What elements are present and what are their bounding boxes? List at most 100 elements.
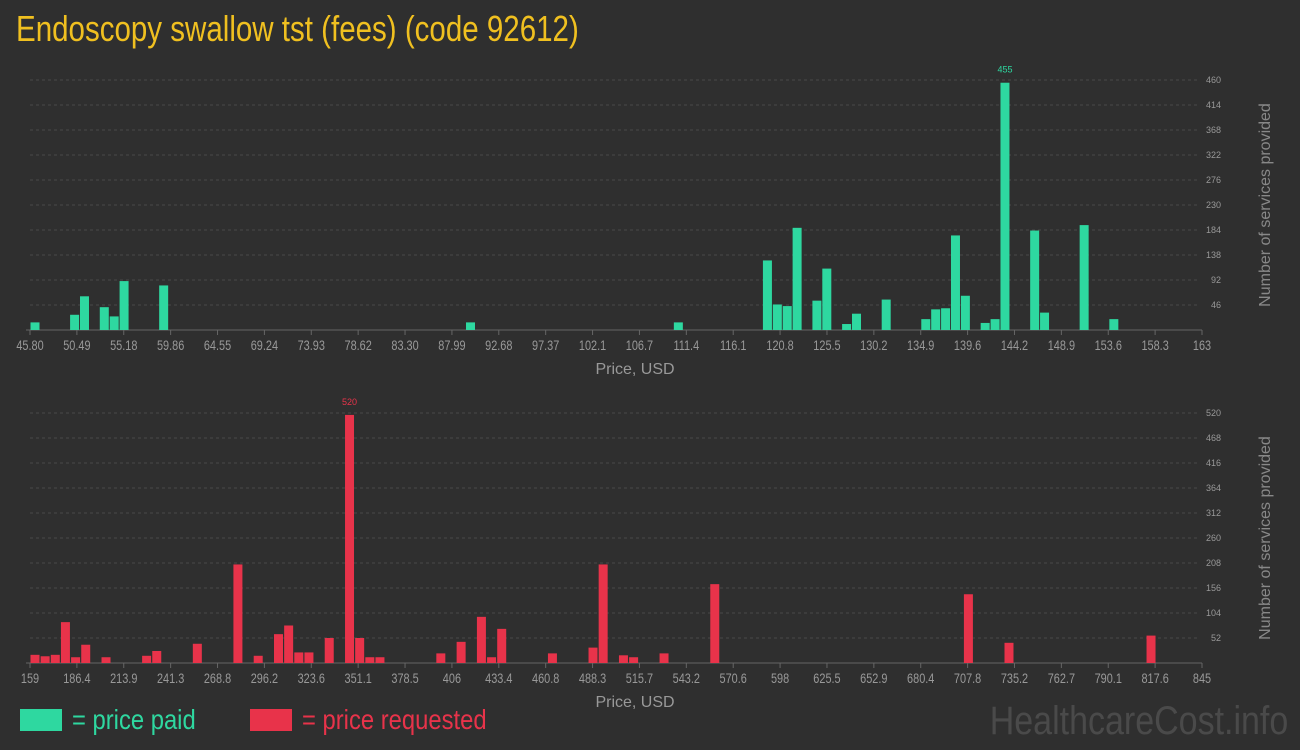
x-tick-label: 125.5 (813, 338, 840, 354)
paid-bar (30, 322, 40, 330)
requested-bar (963, 594, 973, 663)
y-tick-label: 156 (1206, 583, 1221, 593)
x-tick-label: 845 (1193, 671, 1211, 687)
paid-bar (1030, 230, 1040, 330)
x-tick-label: 102.1 (579, 338, 606, 354)
y-tick-label: 276 (1206, 175, 1221, 185)
requested-bar (152, 650, 162, 663)
y-axis-label: Number of services provided (1257, 436, 1274, 640)
requested-bar (710, 584, 720, 663)
requested-bar (476, 616, 486, 663)
paid-bar (881, 299, 891, 330)
paid-bar (762, 260, 772, 330)
paid-bar (822, 268, 832, 330)
requested-bar (253, 655, 263, 663)
x-tick-label: 106.7 (626, 338, 653, 354)
x-tick-label: 111.4 (673, 338, 699, 354)
requested-bar (355, 638, 365, 663)
legend-item-paid: = price paid (20, 704, 218, 735)
legend-swatch-requested (250, 709, 292, 731)
x-tick-label: 515.7 (626, 671, 653, 687)
y-tick-label: 416 (1206, 458, 1221, 468)
requested-bar (365, 657, 375, 663)
requested-bar (497, 628, 507, 663)
paid-bar (941, 308, 951, 330)
y-tick-label: 230 (1206, 200, 1221, 210)
price-paid-chart: 46 92 138 184 230 276 322 368 414 460 45.80 50.49 55… (16, 65, 1274, 378)
paid-bar (921, 319, 931, 330)
y-tick-label: 92 (1211, 275, 1221, 285)
watermark-logo: HealthcareCost.info (989, 699, 1288, 743)
requested-bar (294, 652, 304, 663)
requested-bar (659, 653, 669, 663)
paid-bar (990, 319, 1000, 330)
x-tick-label: 73.93 (298, 338, 325, 354)
paid-bar (980, 322, 990, 330)
x-tick-label: 83.30 (391, 338, 418, 354)
paid-bar (159, 285, 169, 330)
y-axis-label: Number of services provided (1257, 103, 1274, 307)
requested-bar (324, 638, 334, 663)
x-tick-label: 652.9 (860, 671, 887, 687)
x-tick-label: 268.8 (204, 671, 231, 687)
paid-bar (931, 309, 941, 330)
x-tick-label: 64.55 (204, 338, 231, 354)
price-requested-chart: 52 104 156 208 260 312 364 416 468 520 159 186.4 213… (21, 397, 1274, 711)
x-tick-label: 92.68 (485, 338, 512, 354)
requested-bar (233, 564, 243, 663)
requested-bar (547, 653, 557, 663)
requested-bar (284, 625, 294, 663)
x-tick-label: 570.6 (720, 671, 747, 687)
y-tick-label: 468 (1206, 433, 1221, 443)
requested-bar (436, 653, 446, 663)
x-axis-label: Price, USD (595, 361, 674, 378)
x-axis-label: Price, USD (595, 694, 674, 711)
paid-bar (950, 235, 960, 330)
y-tick-label: 364 (1206, 483, 1221, 493)
x-tick-label: 159 (21, 671, 39, 687)
legend-label-requested: = price requested (302, 704, 487, 735)
x-tick-label: 134.9 (907, 338, 934, 354)
x-tick-label: 296.2 (251, 671, 278, 687)
x-tick-label: 241.3 (157, 671, 184, 687)
y-tick-label: 312 (1206, 508, 1221, 518)
paid-bar (792, 227, 802, 330)
x-tick-label: 598 (771, 671, 789, 687)
paid-bar (772, 304, 782, 330)
paid-bar (842, 324, 852, 330)
x-tick-label: 433.4 (485, 671, 512, 687)
paid-bar (1040, 312, 1050, 330)
requested-bar (192, 643, 202, 663)
requested-bar (40, 656, 50, 663)
y-tick-label: 460 (1206, 75, 1221, 85)
requested-bar (71, 657, 81, 663)
requested-bar (598, 564, 608, 663)
x-tick-label: 625.5 (813, 671, 840, 687)
x-tick-label: 139.6 (954, 338, 981, 354)
requested-bar (50, 654, 60, 663)
x-tick-label: 158.3 (1141, 338, 1168, 354)
y-tick-label: 46 (1211, 300, 1221, 310)
x-tick-label: 707.8 (954, 671, 981, 687)
x-tick-label: 148.9 (1048, 338, 1075, 354)
x-tick-label: 213.9 (110, 671, 137, 687)
requested-bar (588, 647, 598, 663)
x-tick-label: 59.86 (157, 338, 184, 354)
requested-bar (101, 657, 111, 663)
x-tick-label: 186.4 (63, 671, 90, 687)
x-tick-label: 97.37 (532, 338, 559, 354)
x-tick-label: 790.1 (1095, 671, 1122, 687)
x-tick-label: 351.1 (345, 671, 372, 687)
paid-bar (1000, 82, 1010, 330)
paid-bar (812, 300, 822, 330)
legend-label-paid: = price paid (72, 704, 196, 735)
x-tick-label: 543.2 (673, 671, 700, 687)
requested-bar (142, 655, 152, 663)
x-tick-label: 130.2 (860, 338, 887, 354)
requested-bar (60, 622, 70, 663)
x-tick-label: 406 (443, 671, 461, 687)
requested-bar (456, 641, 466, 663)
x-tick-label: 69.24 (251, 338, 278, 354)
requested-bar (81, 644, 91, 663)
paid-bar (109, 316, 119, 330)
